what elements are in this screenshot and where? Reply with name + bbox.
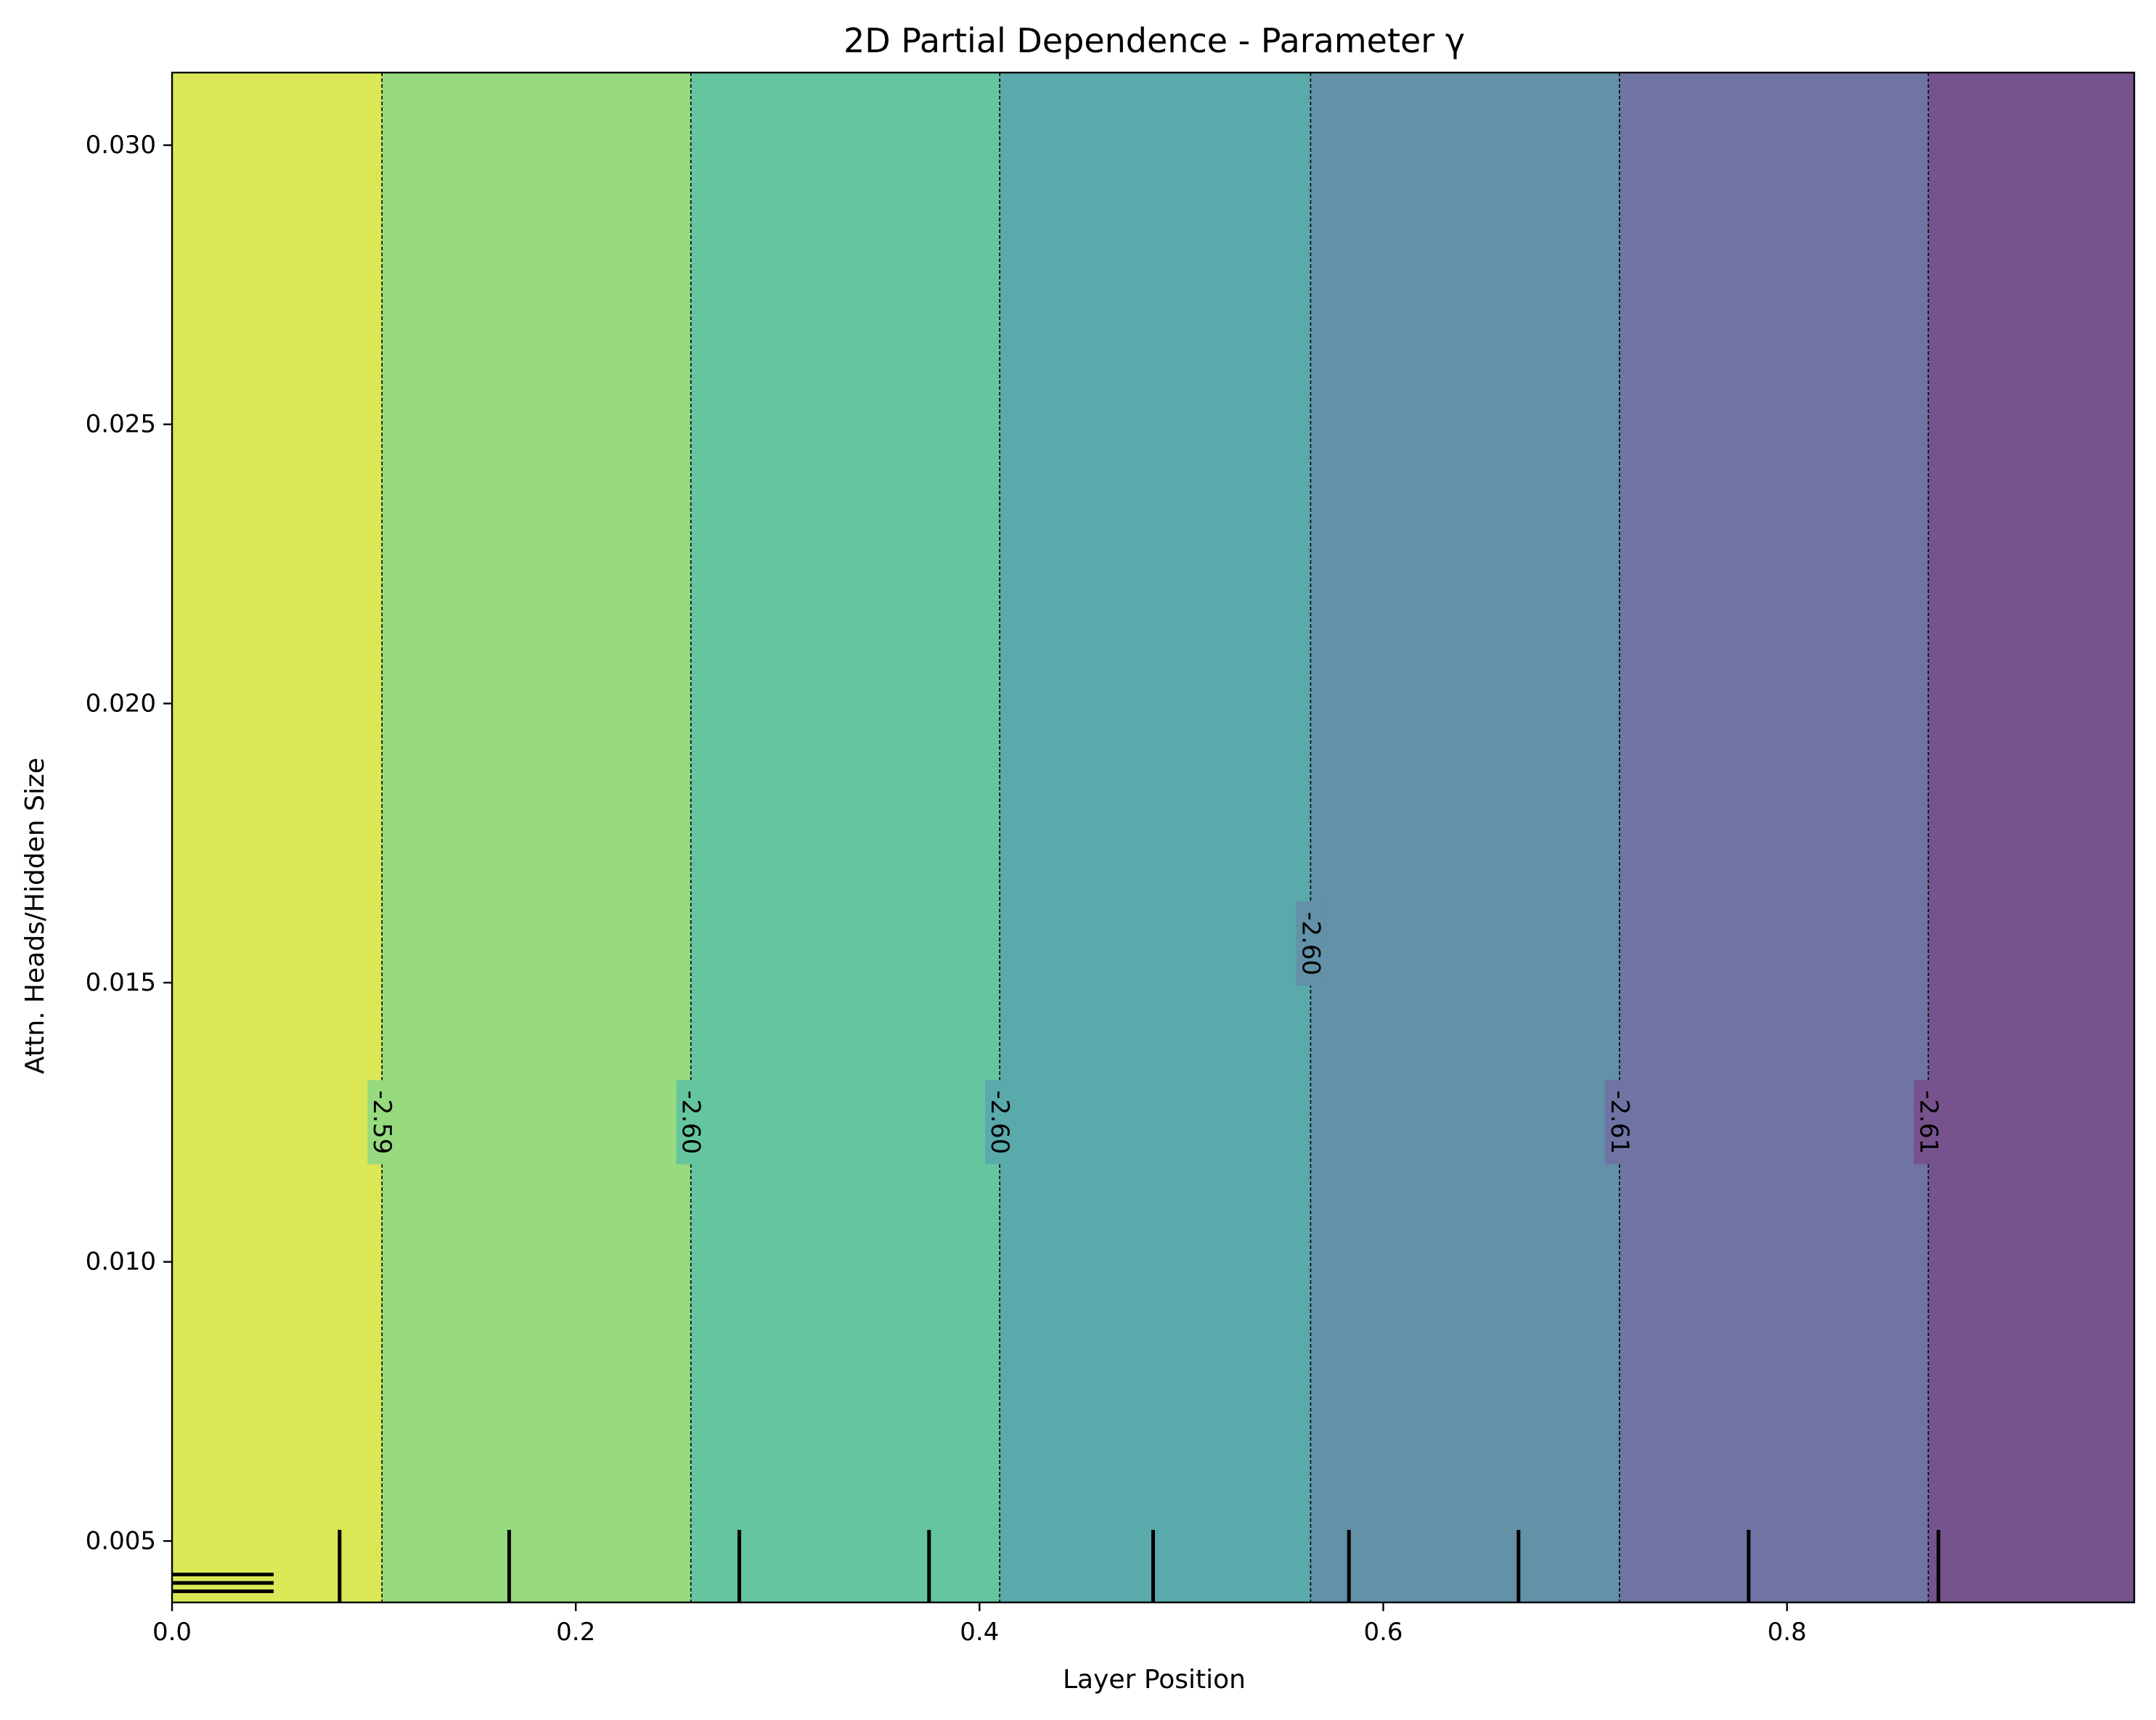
heatmap-band-4 bbox=[1310, 73, 1620, 1602]
heatmap-band-0 bbox=[172, 73, 383, 1602]
y-tick-label-3: 0.020 bbox=[86, 689, 156, 718]
plot-area: -2.59 -2.60 -2.60 -2.60 -2.61 -2.61 0.0 0.2 0.4 0… bbox=[86, 71, 2136, 1647]
contour-label-bg-0 bbox=[367, 1080, 397, 1165]
contour-label-bg-5 bbox=[1914, 1080, 1943, 1165]
contour-label-bg-1 bbox=[676, 1080, 706, 1165]
chart-title: 2D Partial Dependence - Parameter γ bbox=[844, 21, 1465, 60]
x-axis-label: Layer Position bbox=[1063, 1665, 1246, 1695]
contour-label-5: -2.61 bbox=[1914, 1090, 1943, 1154]
y-tick-label-4: 0.025 bbox=[86, 410, 156, 439]
x-tick-label-0: 0.0 bbox=[152, 1618, 192, 1647]
contour-label-2: -2.60 bbox=[985, 1090, 1014, 1154]
y-axis-label: Attn. Heads/Hidden Size bbox=[20, 758, 50, 1074]
plot-frame bbox=[171, 71, 2136, 1604]
x-tick-label-3: 0.6 bbox=[1363, 1618, 1402, 1647]
x-tick-label-1: 0.2 bbox=[556, 1618, 595, 1647]
contour-label-4: -2.61 bbox=[1605, 1090, 1634, 1154]
x-tick-label-2: 0.4 bbox=[960, 1618, 999, 1647]
contour-label-1: -2.60 bbox=[677, 1090, 706, 1154]
heatmap-band-3 bbox=[1000, 73, 1311, 1602]
contour-label-bg-2 bbox=[985, 1080, 1015, 1165]
x-tick-label-4: 0.8 bbox=[1768, 1618, 1807, 1647]
heatmap-band-2 bbox=[690, 73, 1000, 1602]
contour-label-bg-4 bbox=[1604, 1080, 1634, 1165]
heatmap-band-5 bbox=[1619, 73, 1929, 1602]
contour-label-bg-3 bbox=[1296, 901, 1326, 986]
y-tick-label-1: 0.010 bbox=[86, 1248, 156, 1277]
heatmap-band-6 bbox=[1928, 73, 2134, 1602]
contour-label-3: -2.60 bbox=[1296, 912, 1325, 975]
contour-label-0: -2.59 bbox=[367, 1090, 396, 1154]
y-tick-label-5: 0.030 bbox=[86, 131, 156, 160]
y-tick-label-2: 0.015 bbox=[86, 968, 156, 997]
heatmap-band-1 bbox=[382, 73, 691, 1602]
y-tick-label-0: 0.005 bbox=[86, 1526, 156, 1555]
